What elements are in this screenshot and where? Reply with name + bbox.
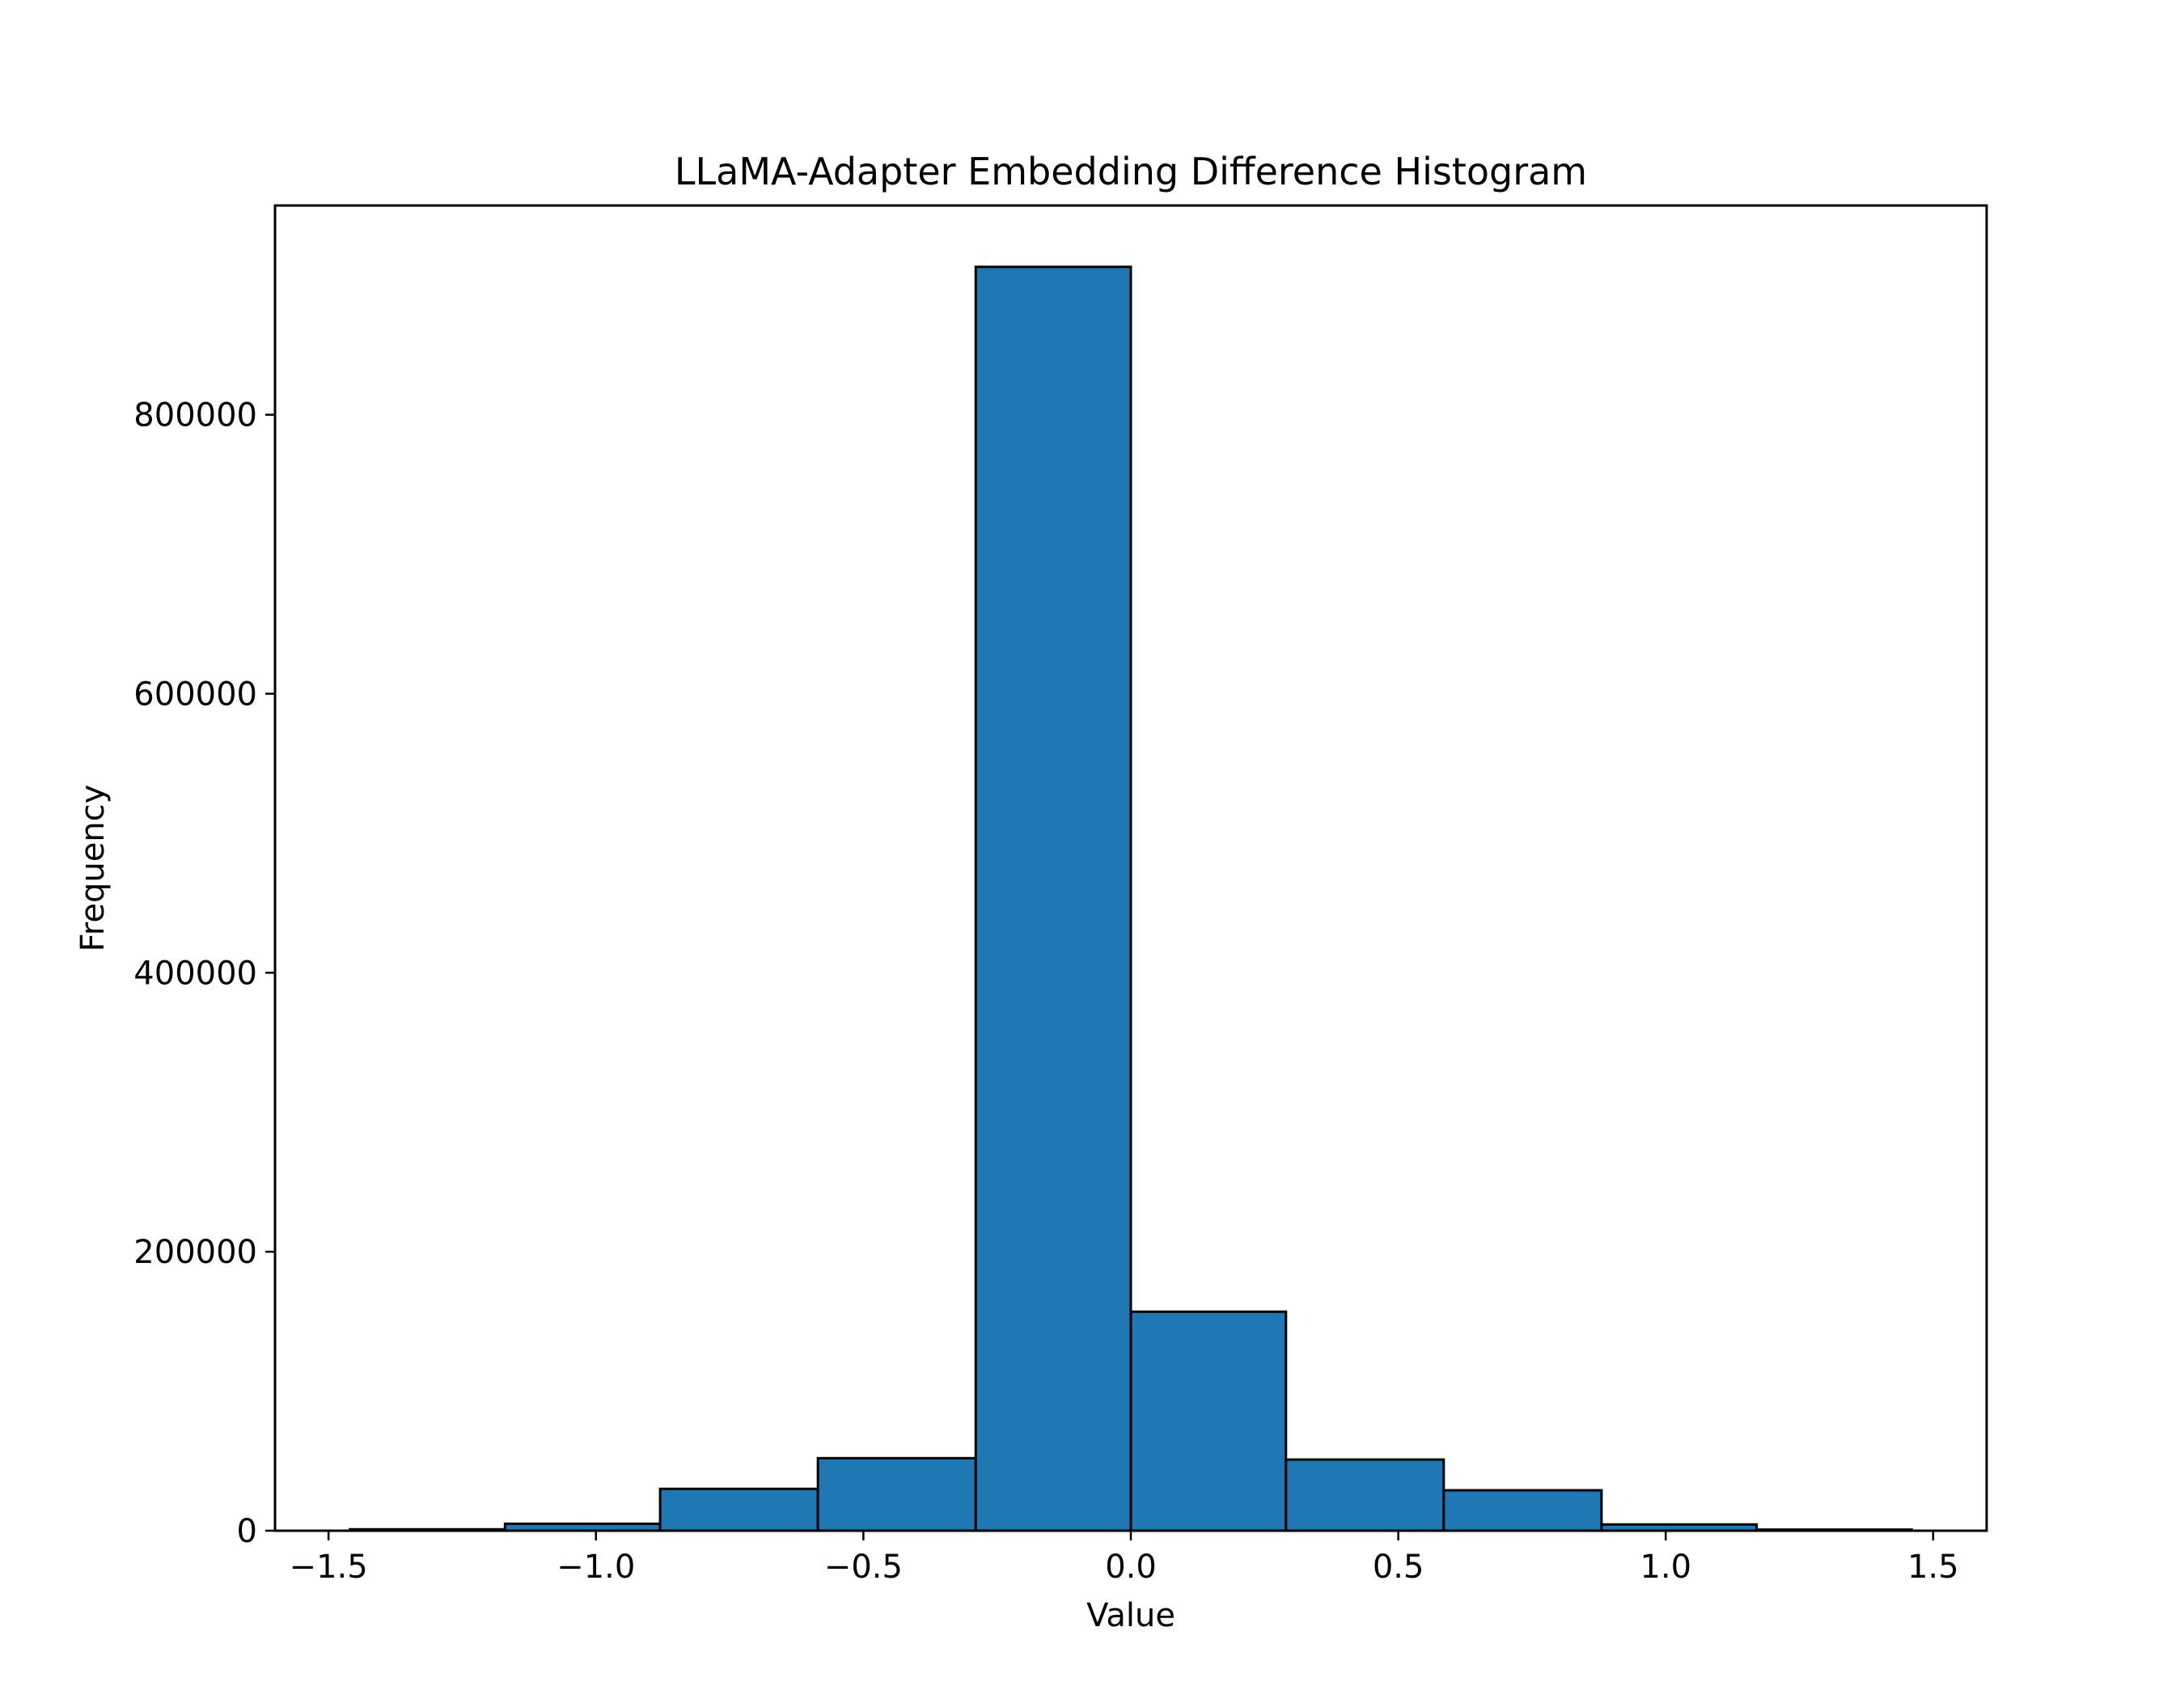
histogram-bar: [658, 1487, 819, 1532]
y-axis-label: Frequency: [74, 785, 112, 952]
y-axis-ticks: 0 200000 400000 600000 800000: [133, 397, 275, 1550]
x-tick-label: 1.5: [1907, 1549, 1959, 1586]
histogram-bar: [1442, 1489, 1603, 1532]
y-tick-label: 200000: [133, 1234, 257, 1271]
histogram-bar: [1285, 1458, 1445, 1532]
y-tick-label: 800000: [133, 397, 257, 434]
histogram-bar: [816, 1456, 977, 1532]
y-tick-label: 0: [237, 1513, 257, 1550]
histogram-bar: [974, 265, 1132, 1532]
x-tick-label: −0.5: [824, 1549, 903, 1586]
y-tick-label: 600000: [133, 676, 257, 713]
x-tick-label: 0.5: [1373, 1549, 1424, 1586]
x-axis-ticks: −1.5 −1.0 −0.5 0.0 0.5 1.0 1.5: [290, 1531, 1959, 1586]
y-tick-label: 400000: [133, 955, 257, 992]
x-tick-label: 1.0: [1640, 1549, 1691, 1586]
x-tick-label: −1.5: [290, 1549, 368, 1586]
x-axis-label: Value: [1086, 1597, 1175, 1634]
histogram-bars: [349, 265, 1913, 1532]
x-tick-label: −1.0: [557, 1549, 635, 1586]
chart-title: LLaMA-Adapter Embedding Difference Histo…: [675, 150, 1587, 193]
histogram-bar: [1129, 1310, 1288, 1532]
x-tick-label: 0.0: [1105, 1549, 1157, 1586]
